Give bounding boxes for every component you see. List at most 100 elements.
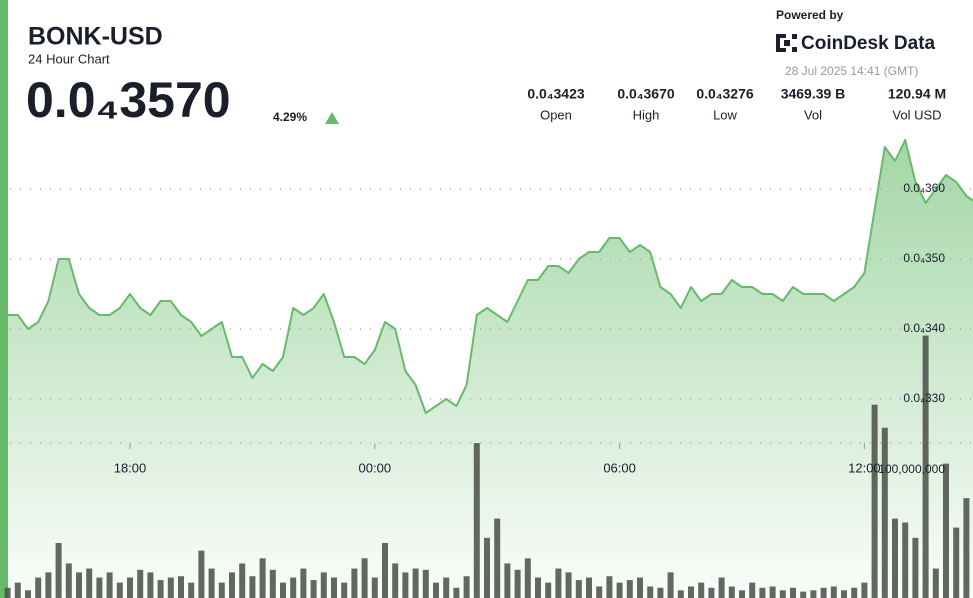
volume-bar — [484, 537, 490, 598]
header: BONK-USD 24 Hour Chart 0.0₄3570 4.29% Po… — [26, 8, 936, 128]
area-fill — [7, 140, 973, 598]
volume-bar — [820, 587, 827, 598]
volume-bar — [637, 577, 643, 598]
volume-bar — [535, 577, 541, 598]
volume-bar — [147, 572, 154, 598]
stat-label: Vol — [804, 107, 822, 122]
volume-bar — [769, 586, 776, 598]
volume-bar — [208, 568, 215, 598]
volume-bar — [779, 590, 786, 598]
up-arrow — [325, 112, 339, 124]
volume-bar — [565, 572, 572, 598]
volume-bar — [728, 586, 735, 598]
volume-bar — [463, 576, 470, 598]
volume-bar — [708, 587, 715, 598]
volume-bar — [157, 580, 164, 598]
y-tick-label: 0.0₄330 — [903, 391, 945, 405]
y-tick-label: 0.0₄350 — [903, 251, 945, 265]
brand: CoinDesk Data — [801, 33, 936, 54]
stat-label: High — [633, 107, 660, 122]
volume-bar — [810, 590, 817, 598]
volume-bar — [320, 572, 327, 598]
volume-bar — [300, 568, 307, 598]
volume-bar — [55, 542, 62, 598]
volume-bar — [239, 563, 246, 598]
volume-bar — [25, 590, 31, 598]
volume-bar — [963, 498, 970, 598]
volume-bar — [269, 569, 276, 598]
volume-bar — [871, 404, 878, 598]
x-tick-label: 00:00 — [359, 460, 392, 475]
volume-bar — [412, 568, 419, 598]
volume-bar — [749, 582, 756, 598]
volume-bar — [35, 577, 42, 598]
volume-bar — [249, 576, 256, 598]
volume-bar — [188, 582, 195, 598]
chart-subtitle: 24 Hour Chart — [28, 51, 110, 66]
y2-tick-label: 100,000,000 — [878, 462, 945, 476]
volume-bar — [545, 582, 552, 598]
volume-bar — [494, 518, 501, 598]
volume-bar — [229, 572, 235, 598]
volume-bar — [698, 582, 705, 598]
volume-bar — [96, 577, 103, 598]
volume-bar — [932, 568, 939, 598]
stat-value: 0.0₄3423 — [527, 86, 584, 102]
accent-bar — [0, 0, 8, 598]
stat-value: 0.0₄3276 — [696, 86, 753, 102]
volume-bar — [861, 582, 868, 598]
volume-bar — [504, 563, 511, 598]
chart-title: BONK-USD — [28, 23, 163, 51]
volume-bar — [331, 577, 337, 598]
volume-bar — [290, 577, 297, 598]
volume-bar — [259, 558, 266, 598]
x-tick-label: 12:00 — [848, 460, 881, 475]
volume-bar — [790, 587, 796, 598]
volume-bar — [106, 572, 113, 598]
volume-bar — [616, 582, 623, 598]
volume-bar — [881, 427, 888, 598]
volume-bar — [218, 582, 225, 598]
volume-bar — [14, 582, 21, 598]
volume-bar — [922, 335, 929, 598]
stat-value: 0.0₄3670 — [617, 86, 674, 102]
volume-bar — [45, 572, 52, 598]
powered-by: Powered by — [776, 8, 844, 22]
volume-bar — [433, 582, 439, 598]
volume-bar — [841, 590, 847, 598]
volume-bar — [647, 586, 654, 598]
volume-bar — [65, 563, 72, 598]
volume-bar — [626, 580, 633, 598]
volume-bar — [759, 587, 766, 598]
volume-bar — [382, 542, 388, 598]
volume-bar — [473, 443, 480, 598]
volume-bar — [688, 586, 694, 598]
volume-bar — [800, 591, 807, 598]
volume-bar — [514, 569, 521, 598]
volume-bar — [943, 463, 949, 598]
volume-bar — [851, 587, 858, 598]
volume-bar — [830, 586, 837, 598]
change: 4.29% — [273, 110, 307, 124]
brand-logo — [776, 34, 797, 52]
volume-bar — [402, 572, 409, 598]
stat-value: 120.94 M — [888, 86, 946, 102]
volume-bar — [892, 518, 898, 598]
x-tick-label: 18:00 — [114, 460, 147, 475]
volume-bar — [137, 569, 144, 598]
volume-bar — [606, 576, 613, 598]
stat-label: Low — [713, 107, 737, 122]
stat-label: Vol USD — [892, 107, 941, 122]
timestamp: 28 Jul 2025 14:41 (GMT) — [785, 64, 918, 78]
volume-bar — [718, 577, 725, 598]
volume-bar — [677, 590, 684, 598]
volume-bar — [667, 572, 674, 598]
y-tick-label: 0.0₄360 — [903, 181, 945, 195]
volume-bar — [127, 577, 133, 598]
volume-bar — [739, 590, 745, 598]
volume-bar — [280, 582, 286, 598]
stat-label: Open — [540, 107, 572, 122]
volume-bar — [912, 537, 919, 598]
